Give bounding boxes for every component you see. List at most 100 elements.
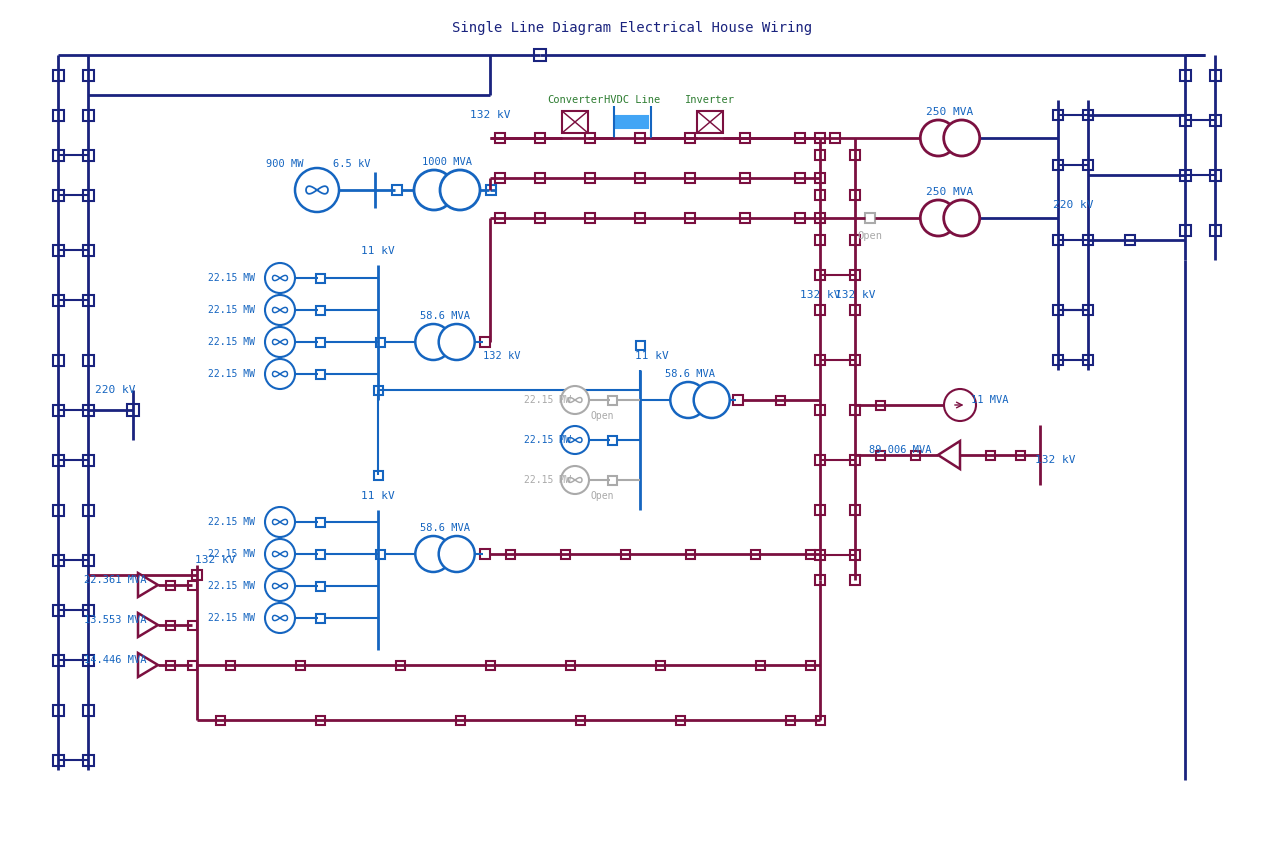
Circle shape	[265, 603, 295, 633]
Bar	[82, 455, 94, 466]
Bar	[396, 661, 404, 670]
Bar	[1053, 305, 1063, 315]
Circle shape	[944, 200, 980, 236]
Text: 220 kV: 220 kV	[1053, 200, 1093, 210]
Text: 132 kV: 132 kV	[834, 290, 875, 300]
Bar	[506, 550, 514, 559]
Bar	[756, 661, 765, 670]
Bar	[375, 338, 384, 347]
Text: Open: Open	[857, 231, 882, 241]
Bar	[739, 173, 750, 183]
Circle shape	[295, 168, 339, 212]
Bar	[316, 305, 325, 315]
Text: 1000 MVA: 1000 MVA	[422, 157, 471, 167]
Bar	[316, 517, 325, 527]
Bar	[53, 294, 63, 305]
Bar	[53, 189, 63, 200]
Text: 22.15 MW: 22.15 MW	[209, 305, 255, 315]
Bar	[1053, 355, 1063, 365]
Bar	[1210, 114, 1221, 126]
Bar	[849, 270, 860, 280]
Bar	[1179, 170, 1191, 181]
Text: 11 kV: 11 kV	[362, 246, 394, 256]
Bar	[53, 149, 63, 160]
Bar	[815, 190, 825, 200]
Text: 6.5 kV: 6.5 kV	[334, 159, 370, 169]
Bar	[635, 173, 645, 183]
Polygon shape	[138, 653, 158, 677]
Bar	[805, 661, 814, 670]
Bar	[373, 471, 383, 479]
Bar	[733, 395, 743, 405]
Bar	[876, 400, 885, 410]
Circle shape	[415, 170, 454, 210]
Circle shape	[561, 426, 589, 454]
Circle shape	[416, 536, 451, 572]
Circle shape	[265, 263, 295, 293]
Text: 250 MVA: 250 MVA	[927, 107, 973, 117]
Bar	[166, 661, 174, 670]
Bar	[608, 476, 617, 484]
Bar	[82, 755, 94, 766]
Bar	[53, 404, 63, 416]
Text: 22.15 MW: 22.15 MW	[525, 475, 571, 485]
Text: 11 kV: 11 kV	[635, 351, 669, 361]
Bar	[82, 294, 94, 305]
Bar	[215, 716, 225, 724]
Text: 132 kV: 132 kV	[1035, 455, 1076, 465]
Bar	[53, 655, 63, 666]
Bar	[53, 455, 63, 466]
Bar	[815, 455, 825, 465]
Bar	[82, 189, 94, 200]
Bar	[316, 274, 325, 282]
Text: 900 MW: 900 MW	[267, 159, 303, 169]
Text: 132 kV: 132 kV	[800, 290, 841, 300]
Bar	[495, 133, 506, 143]
Bar	[616, 116, 648, 128]
Bar	[815, 133, 825, 143]
Bar	[1210, 70, 1221, 81]
Circle shape	[265, 571, 295, 601]
Bar	[815, 305, 825, 315]
Bar	[82, 605, 94, 616]
Bar	[533, 49, 546, 61]
Bar	[53, 244, 63, 255]
Circle shape	[439, 536, 475, 572]
Text: 58.6 MVA: 58.6 MVA	[420, 311, 470, 321]
Bar	[815, 270, 825, 280]
Text: 22.15 MW: 22.15 MW	[525, 395, 571, 405]
Bar	[187, 621, 196, 629]
Bar	[495, 213, 506, 223]
Bar	[674, 395, 683, 404]
Bar	[685, 173, 695, 183]
Bar	[166, 621, 174, 629]
Text: Open: Open	[590, 491, 614, 501]
Bar	[535, 213, 545, 223]
Bar	[575, 716, 584, 724]
Polygon shape	[138, 613, 158, 637]
Text: 89.006 MVA: 89.006 MVA	[868, 445, 932, 455]
Bar	[82, 705, 94, 716]
Bar	[535, 133, 545, 143]
Bar	[166, 581, 174, 589]
Bar	[849, 235, 860, 245]
Bar	[53, 705, 63, 716]
Bar	[621, 550, 629, 559]
Text: Open: Open	[590, 411, 614, 421]
Bar	[1179, 225, 1191, 236]
Text: 22.361 MVA: 22.361 MVA	[83, 575, 147, 585]
Text: 11 kV: 11 kV	[362, 491, 394, 501]
Text: HVDC Line: HVDC Line	[604, 95, 660, 105]
Bar	[608, 395, 617, 404]
Text: 22.15 MW: 22.15 MW	[209, 613, 255, 623]
Text: 220 kV: 220 kV	[95, 385, 135, 395]
Bar	[685, 550, 694, 559]
Bar	[187, 581, 196, 589]
Bar	[187, 661, 196, 670]
Bar	[455, 716, 464, 724]
Bar	[1210, 225, 1221, 236]
Bar	[849, 150, 860, 160]
Polygon shape	[138, 573, 158, 597]
Bar	[1210, 170, 1221, 181]
Bar	[192, 570, 202, 580]
